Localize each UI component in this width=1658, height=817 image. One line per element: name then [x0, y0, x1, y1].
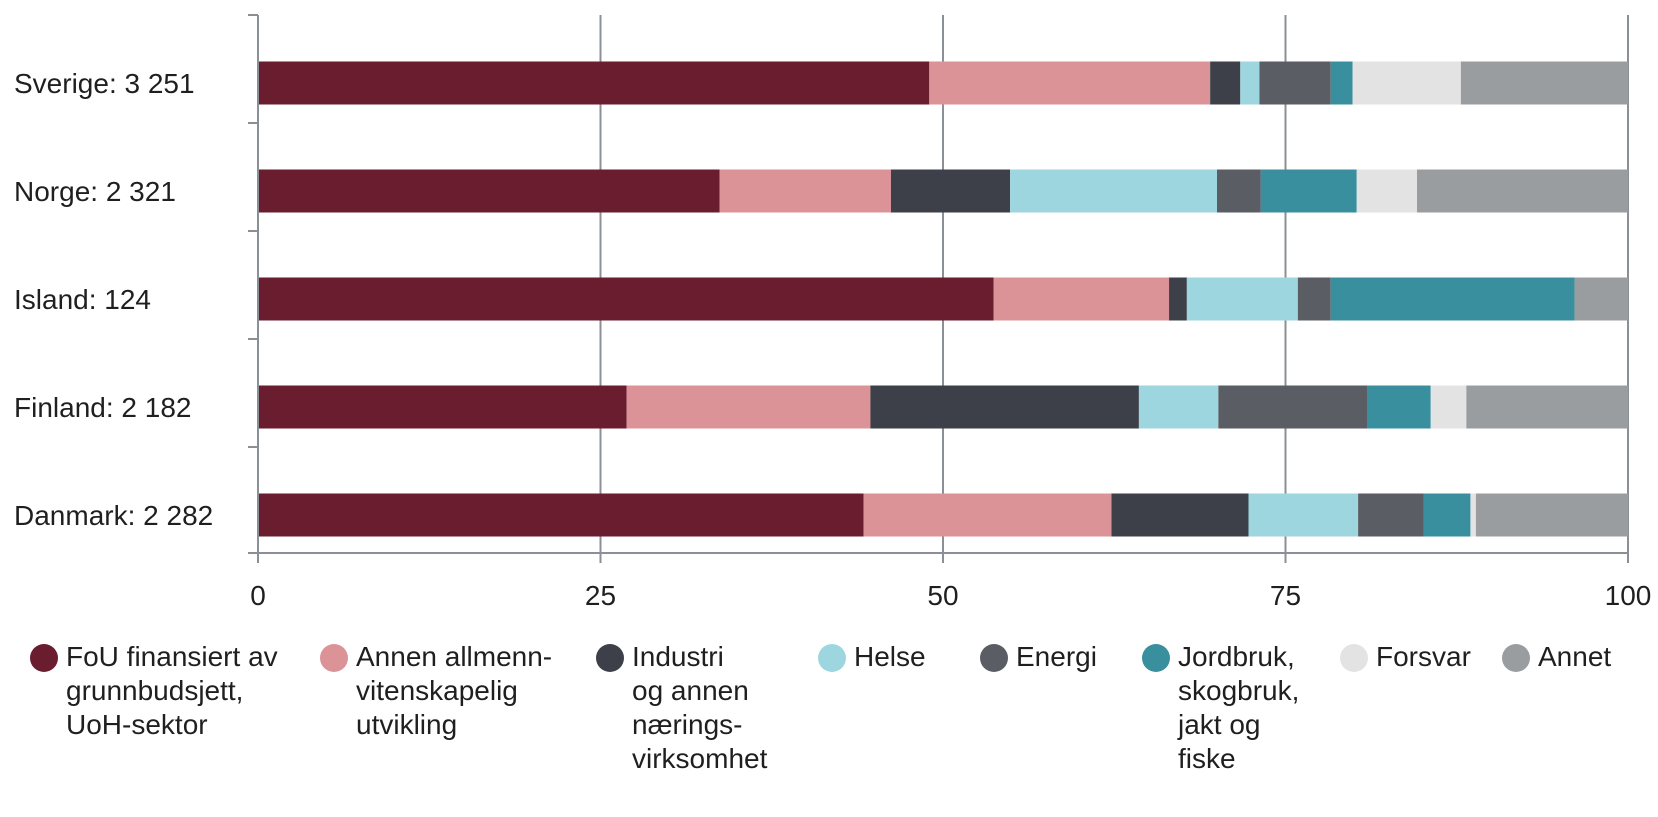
bar-segment [1367, 385, 1431, 429]
bar-segment [1240, 61, 1260, 105]
x-tick-label: 50 [927, 580, 958, 611]
legend-label: Annen allmenn- vitenskapelig utvikling [356, 641, 553, 740]
bar-segment [1358, 493, 1424, 537]
y-category-label: Island: 124 [14, 284, 151, 315]
legend-label: Helse [854, 641, 926, 672]
bar-segment [258, 61, 930, 105]
bar-segment [863, 493, 1112, 537]
bar-segment [1010, 169, 1217, 213]
legend-item: Jordbruk, skogbruk, jakt og fiske [1142, 640, 1299, 776]
legend-swatch [818, 644, 846, 672]
legend-item: Energi [980, 640, 1097, 674]
legend-item: Industri og annen nærings- virksomhet [596, 640, 767, 776]
bar-segment [929, 61, 1211, 105]
legend-label: Industri og annen nærings- virksomhet [632, 641, 768, 774]
bar-segment [1475, 493, 1628, 537]
x-tick-label: 25 [585, 580, 616, 611]
legend: FoU finansiert av grunnbudsjett, UoH-sek… [30, 640, 1650, 810]
legend-swatch [1142, 644, 1170, 672]
y-category-label: Sverige: 3 251 [14, 68, 195, 99]
legend-item: Annen allmenn- vitenskapelig utvikling [320, 640, 552, 742]
legend-swatch [30, 644, 58, 672]
legend-item: FoU finansiert av grunnbudsjett, UoH-sek… [30, 640, 278, 742]
bar-segment [258, 493, 864, 537]
bar-segment [1352, 61, 1461, 105]
bar-segment [1138, 385, 1219, 429]
bar-segment [719, 169, 891, 213]
stacked-bar-chart: 0 25 50 75 100 Sverige: 3 251 Norge: 2 321 Isla… [14, 14, 1651, 611]
legend-label: FoU finansiert av grunnbudsjett, UoH-sek… [66, 641, 278, 740]
legend-item: Helse [818, 640, 926, 674]
bar-segment [993, 277, 1170, 321]
bar-segment [1186, 277, 1298, 321]
bar-segment [870, 385, 1139, 429]
bar-segment [1430, 385, 1467, 429]
bar-segment [1574, 277, 1628, 321]
legend-label: Forsvar [1376, 641, 1471, 672]
bar-segment [1356, 169, 1418, 213]
bar-segment [1210, 61, 1241, 105]
x-tick-label: 75 [1270, 580, 1301, 611]
legend-swatch [320, 644, 348, 672]
tick-labels: 0 25 50 75 100 Sverige: 3 251 Norge: 2 321 Isla… [14, 68, 1651, 611]
axes [248, 14, 1629, 563]
bar-segment [1111, 493, 1249, 537]
x-tick-label: 100 [1605, 580, 1652, 611]
legend-swatch [596, 644, 624, 672]
bar-segment [890, 169, 1011, 213]
bar-segment [1417, 169, 1628, 213]
legend-item: Annet [1502, 640, 1611, 674]
bars [258, 61, 1628, 537]
bar-segment [1423, 493, 1471, 537]
legend-label: Energi [1016, 641, 1097, 672]
bar-segment [1169, 277, 1187, 321]
bar-segment [626, 385, 871, 429]
bar-segment [1330, 277, 1575, 321]
y-category-label: Danmark: 2 282 [14, 500, 213, 531]
bar-segment [258, 277, 994, 321]
bar-segment [1460, 61, 1628, 105]
y-category-label: Norge: 2 321 [14, 176, 176, 207]
x-tick-label: 0 [250, 580, 266, 611]
bar-segment [1218, 385, 1368, 429]
bar-segment [1466, 385, 1628, 429]
legend-swatch [1340, 644, 1368, 672]
bar-segment [1260, 169, 1357, 213]
bar-segment [1248, 493, 1359, 537]
y-category-label: Finland: 2 182 [14, 392, 191, 423]
bar-segment [1297, 277, 1331, 321]
legend-label: Jordbruk, skogbruk, jakt og fiske [1178, 641, 1300, 774]
legend-item: Forsvar [1340, 640, 1471, 674]
legend-swatch [980, 644, 1008, 672]
bar-segment [1259, 61, 1331, 105]
bar-segment [258, 385, 627, 429]
legend-label: Annet [1538, 641, 1612, 672]
legend-swatch [1502, 644, 1530, 672]
bar-segment [1470, 493, 1476, 537]
bar-segment [258, 169, 720, 213]
bar-segment [1330, 61, 1353, 105]
bar-segment [1217, 169, 1261, 213]
